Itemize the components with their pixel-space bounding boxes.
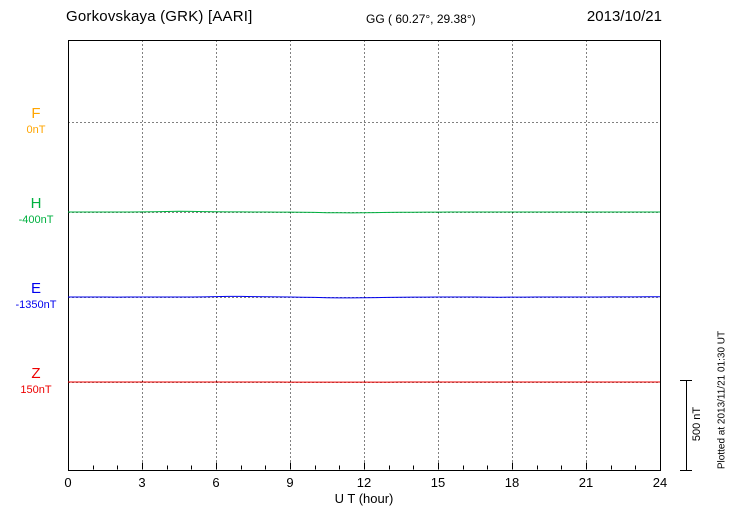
x-tick-label: 21: [578, 475, 594, 490]
trace-letter-H: H: [30, 195, 42, 212]
plot-date: 2013/10/21: [586, 8, 662, 25]
x-tick-label: 15: [430, 475, 446, 490]
trace-baseline-value-E: -1350nT: [15, 299, 57, 311]
x-axis-label: U T (hour): [334, 491, 394, 506]
trace-H: [68, 210, 660, 214]
x-tick-label: 0: [64, 475, 72, 490]
plotted-timestamp-note: Plotted at 2013/11/21 01:30 UT: [716, 330, 728, 470]
trace-baseline-value-Z: 150nT: [20, 384, 52, 396]
x-tick-label: 12: [356, 475, 372, 490]
trace-E: [68, 295, 660, 299]
trace-baseline-value-F: 0nT: [26, 124, 46, 136]
trace-baseline-value-H: -400nT: [18, 214, 54, 226]
x-tick-label: 18: [504, 475, 520, 490]
x-tick-label: 6: [212, 475, 220, 490]
x-tick-label: 24: [652, 475, 668, 490]
scale-bar-label: 500 nT: [691, 406, 703, 442]
trace-letter-Z: Z: [31, 365, 41, 382]
trace-letter-E: E: [30, 280, 41, 297]
geographic-coords: GG ( 60.27°, 29.38°): [366, 12, 476, 26]
station-title: Gorkovskaya (GRK) [AARI]: [66, 8, 253, 25]
x-tick-label: 9: [286, 475, 294, 490]
x-tick-label: 3: [138, 475, 146, 490]
trace-letter-F: F: [31, 105, 41, 122]
